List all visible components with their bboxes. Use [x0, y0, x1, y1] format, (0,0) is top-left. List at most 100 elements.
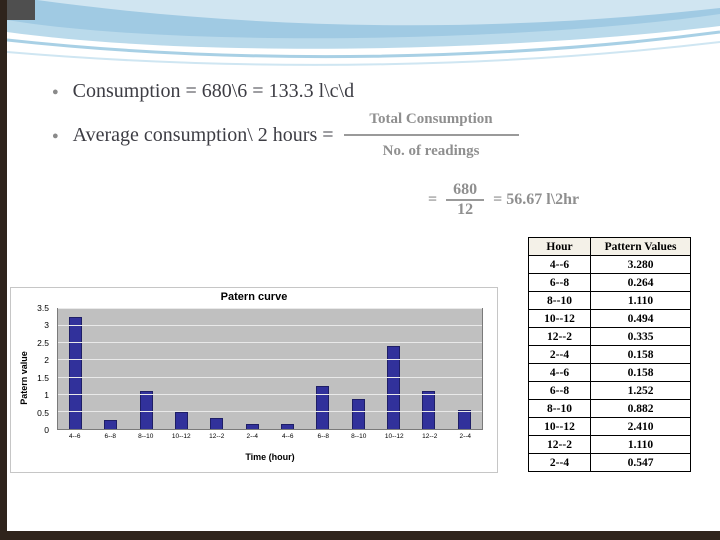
gridline	[58, 308, 482, 309]
pattern-values-table: Hour Pattern Values 4--6 3.280 6--8 0.264 8-…	[528, 237, 691, 472]
chart-xlabels: 4--6 6--8 8--10 10--12 12--2 2--4 4--6 6--8 8--1…	[57, 433, 483, 440]
y-tick-label: 2.5	[37, 337, 49, 348]
x-tick-label: 8--10	[351, 433, 367, 440]
value-cell: 1.252	[590, 381, 691, 400]
bar-slot	[341, 309, 376, 429]
bar-slot	[58, 309, 93, 429]
bar	[422, 390, 436, 429]
bar	[104, 419, 118, 429]
bar	[69, 316, 83, 429]
y-tick-label: 3.5	[37, 303, 49, 313]
pattern-curve-chart: Patern curve Patern value 0 0.5 1 1.5 2 2.5 3 3…	[10, 287, 498, 473]
hour-cell: 2--4	[528, 453, 591, 472]
gridline	[58, 359, 482, 361]
hour-cell: 6--8	[528, 381, 591, 400]
table-row: 12--2 1.110	[528, 435, 691, 454]
bar-slot	[164, 309, 199, 429]
table-row: 8--10 1.110	[528, 291, 691, 310]
value-cell: 3.280	[590, 255, 691, 274]
x-tick-label: 6--8	[104, 433, 117, 440]
fraction-total-consumption: Total Consumption No. of readings	[343, 106, 519, 164]
value-cell: 1.110	[590, 291, 691, 310]
x-tick-label: 8--10	[138, 433, 154, 440]
formula-result: = 680 12 = 56.67 l\2hr	[428, 181, 579, 219]
bar-slot	[411, 309, 446, 429]
x-tick-label: 2--4	[246, 433, 259, 440]
bullet-line-average: ● Average consumption\ 2 hours = Total C…	[52, 106, 519, 164]
table-row: 4--6 3.280	[528, 255, 691, 274]
y-tick-label: 0	[44, 425, 49, 435]
value-cell: 0.494	[590, 309, 691, 328]
value-cell: 2.410	[590, 417, 691, 436]
bar	[139, 390, 153, 429]
hour-cell: 12--2	[528, 327, 591, 346]
hour-cell: 8--10	[528, 399, 591, 418]
x-axis-title: Time (hour)	[245, 452, 295, 462]
bar	[316, 386, 330, 429]
value-cell: 0.547	[590, 453, 691, 472]
bar	[387, 346, 401, 429]
hour-cell: 8--10	[528, 291, 591, 310]
table-row: 2--4 0.158	[528, 345, 691, 364]
gridline	[58, 325, 482, 327]
bullet-line-consumption: ● Consumption = 680\6 = 133.3 l\c\d	[52, 78, 354, 104]
bar-slot	[199, 309, 234, 429]
value-cell: 0.882	[590, 399, 691, 418]
x-tick-label: 4--6	[68, 433, 81, 440]
bar-slot	[305, 309, 340, 429]
table-row: 2--4 0.547	[528, 453, 691, 472]
fraction-denominator: 12	[446, 199, 485, 219]
hour-cell: 6--8	[528, 273, 591, 292]
chart-title: Patern curve	[220, 291, 288, 303]
equals-sign: =	[428, 191, 438, 208]
table-row: 10--12 0.494	[528, 309, 691, 328]
bar-slot	[270, 309, 305, 429]
bar	[175, 412, 189, 429]
bar-slot	[447, 309, 482, 429]
gridline	[58, 393, 482, 395]
table-row: 8--10 0.882	[528, 399, 691, 418]
bar-slot	[235, 309, 270, 429]
hour-cell: 10--12	[528, 417, 591, 436]
x-tick-label: 6--8	[317, 433, 330, 440]
table-row: 6--8 1.252	[528, 381, 691, 400]
header-hour: Hour	[528, 237, 591, 256]
header-pattern-values: Pattern Values	[590, 237, 691, 256]
bar-slot	[376, 309, 411, 429]
x-tick-label: 12--2	[209, 433, 225, 440]
corner-square	[7, 0, 35, 20]
y-tick-label: 2	[44, 355, 49, 366]
bar	[210, 417, 224, 429]
result-text: = 56.67 l\2hr	[493, 191, 580, 208]
bar-slot	[129, 309, 164, 429]
pattern-table-body: 4--6 3.280 6--8 0.264 8--10 1.110 10--12 0.494 1…	[528, 255, 691, 472]
gridline	[58, 376, 482, 378]
table-row: 4--6 0.158	[528, 363, 691, 382]
bar	[245, 423, 259, 429]
x-tick-label: 12--2	[422, 433, 438, 440]
chart-bars	[58, 309, 482, 429]
fraction-numerator: 680	[453, 181, 478, 198]
y-tick-label: 1.5	[37, 372, 49, 383]
x-tick-label: 10--12	[171, 433, 191, 440]
fraction-680-12: 680 12	[446, 181, 485, 219]
consumption-text: Consumption = 680\6 = 133.3 l\c\d	[72, 80, 355, 102]
bar-slot	[93, 309, 128, 429]
bar	[281, 423, 295, 429]
frame-bottom	[0, 531, 720, 540]
table-header-row: Hour Pattern Values	[528, 237, 691, 256]
chart-plot	[57, 308, 483, 430]
x-tick-label: 4--6	[281, 433, 294, 440]
fraction-denominator: No. of readings	[343, 134, 519, 164]
y-tick-label: 3	[44, 320, 49, 331]
bar	[351, 398, 365, 429]
wave-decoration-icon	[7, 0, 720, 78]
table-row: 10--12 2.410	[528, 417, 691, 436]
bullet-icon: ●	[52, 86, 59, 98]
bullet-icon: ●	[52, 130, 59, 142]
x-tick-label: 10--12	[384, 433, 404, 440]
hour-cell: 10--12	[528, 309, 591, 328]
y-tick-label: 1	[44, 390, 49, 401]
hour-cell: 4--6	[528, 363, 591, 382]
